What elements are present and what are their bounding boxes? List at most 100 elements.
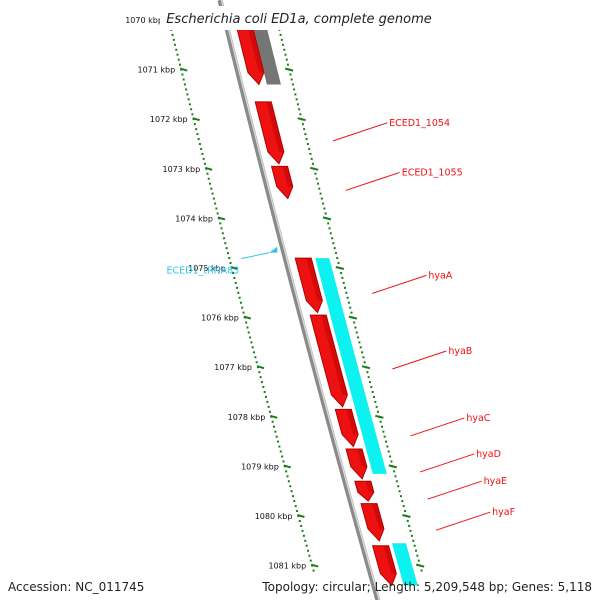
ruler-dot-outer bbox=[415, 549, 418, 552]
ruler-dot-inner bbox=[294, 505, 297, 508]
ruler-dot-inner bbox=[259, 376, 262, 379]
ruler-dot-inner bbox=[293, 500, 296, 503]
ruler-dot-inner bbox=[277, 440, 280, 443]
ruler-dot-outer bbox=[412, 539, 415, 542]
tick-label: 1070 kbp bbox=[125, 16, 163, 25]
tick-label: 1081 kbp bbox=[268, 562, 306, 571]
genome-summary-text: Topology: circular; Length: 5,209,548 bp… bbox=[262, 580, 592, 594]
ruler-dot-outer bbox=[294, 93, 297, 96]
gene-arrow bbox=[309, 314, 348, 408]
ruler-tick-outer bbox=[309, 166, 319, 171]
genome-backbone bbox=[217, 0, 381, 600]
tick-label: 1077 kbp bbox=[214, 363, 252, 372]
ruler-dot-outer bbox=[385, 440, 388, 443]
ruler-dot-inner bbox=[260, 381, 263, 384]
gene-label: hyaF bbox=[492, 507, 515, 518]
gene-arrow bbox=[345, 448, 368, 480]
ruler-dot-inner bbox=[309, 559, 312, 562]
ruler-dot-outer bbox=[336, 257, 339, 260]
ruler-dot-outer bbox=[402, 505, 405, 508]
gene-label: hyaC bbox=[466, 413, 490, 424]
tick-label: 1080 kbp bbox=[255, 512, 293, 521]
ruler-dot-outer bbox=[305, 138, 308, 141]
gene-arrow bbox=[371, 545, 397, 587]
ruler-dot-inner bbox=[176, 53, 179, 56]
ruler-dot-inner bbox=[220, 227, 223, 230]
ruler-dot-outer bbox=[290, 78, 293, 81]
ruler-tick bbox=[192, 117, 200, 122]
ruler-dot-inner bbox=[308, 554, 311, 557]
ruler-dot-outer bbox=[279, 33, 282, 36]
ruler-dot-inner bbox=[305, 544, 308, 547]
ruler-dot-outer bbox=[417, 559, 420, 562]
ruler-dot-outer bbox=[322, 202, 325, 205]
ruler-dot-outer bbox=[306, 143, 309, 145]
ruler-dot-outer bbox=[285, 58, 288, 61]
ruler-dot-inner bbox=[203, 162, 206, 165]
ruler-tick bbox=[297, 514, 305, 518]
title-backdrop bbox=[160, 6, 450, 30]
ruler-dot-inner bbox=[289, 485, 292, 488]
ruler-dot-inner bbox=[214, 202, 217, 205]
ruler-dot-inner bbox=[268, 410, 271, 413]
ruler-dot-outer bbox=[355, 331, 358, 334]
gene-arrow-shade bbox=[306, 258, 323, 301]
ruler-dot-outer bbox=[346, 296, 349, 299]
ruler-tick bbox=[217, 216, 226, 221]
ruler-dot-outer bbox=[283, 48, 286, 51]
gene-label: hyaB bbox=[448, 346, 472, 357]
ruler-dot-inner bbox=[172, 38, 175, 41]
ruler-dot-outer bbox=[286, 63, 289, 66]
ruler-dot-outer bbox=[331, 237, 334, 240]
ruler-dot-inner bbox=[175, 48, 178, 51]
feature-bands bbox=[248, 10, 418, 586]
ruler-tick bbox=[179, 67, 188, 72]
ruler-dot-outer bbox=[296, 103, 299, 106]
kbp-ruler: 1070 kbp 1071 kbp 1072 kbp 1073 kbp 1074 kbp… bbox=[125, 16, 425, 572]
ruler-tick bbox=[204, 166, 213, 171]
ruler-tick bbox=[310, 563, 319, 568]
ruler-dot-inner bbox=[250, 341, 253, 344]
gene-labels: ECED1_1054 ECED1_1055 hyaA hyaB hyaC hyaD hyaE… bbox=[167, 118, 515, 531]
ruler-dot-outer bbox=[332, 242, 335, 245]
ruler-dot-outer bbox=[395, 480, 398, 483]
ruler-dot-inner bbox=[302, 534, 305, 537]
ruler-dot-inner bbox=[202, 157, 205, 160]
ruler-dot-outer bbox=[406, 519, 409, 522]
ruler-dot-outer bbox=[409, 529, 412, 532]
tick-label: 1079 kbp bbox=[241, 462, 279, 471]
ruler-dot-outer bbox=[420, 569, 423, 572]
ruler-dot-inner bbox=[275, 435, 278, 438]
ruler-dot-inner bbox=[191, 113, 194, 116]
ruler-dot-outer bbox=[318, 187, 321, 190]
ruler-dot-outer bbox=[398, 490, 401, 493]
ruler-dot-outer bbox=[349, 306, 352, 309]
ruler-dot-outer bbox=[376, 410, 379, 413]
ruler-tick bbox=[230, 266, 239, 270]
ruler-dot-inner bbox=[183, 83, 186, 86]
ruler-dot-inner bbox=[178, 63, 181, 66]
gene-arrow-shade bbox=[383, 545, 397, 574]
ruler-dot-outer bbox=[328, 227, 331, 230]
ruler-dot-inner bbox=[188, 103, 191, 106]
ruler-dot-inner bbox=[263, 391, 266, 393]
ruler-dot-outer bbox=[410, 534, 413, 537]
ruler-dot-inner bbox=[224, 242, 227, 245]
ruler-dot-outer bbox=[397, 485, 400, 488]
ruler-dot-inner bbox=[237, 291, 240, 294]
gene-label-leader bbox=[427, 480, 482, 500]
ruler-dot-outer bbox=[381, 425, 384, 428]
tick-label: 1071 kbp bbox=[137, 66, 175, 75]
ruler-dot-inner bbox=[185, 88, 188, 91]
tick-label: 1072 kbp bbox=[150, 115, 188, 124]
ruler-dot-inner bbox=[300, 524, 303, 527]
ruler-dot-outer bbox=[298, 108, 301, 111]
ruler-dot-inner bbox=[190, 108, 193, 111]
gene-arrow-shade bbox=[371, 503, 384, 529]
ruler-dot-inner bbox=[271, 420, 274, 423]
ruler-dot-inner bbox=[274, 430, 277, 433]
ruler-dot-outer bbox=[357, 336, 360, 339]
ruler-dot-inner bbox=[216, 212, 219, 215]
gene-label-leader bbox=[410, 417, 465, 437]
ruler-dot-outer bbox=[284, 53, 287, 56]
